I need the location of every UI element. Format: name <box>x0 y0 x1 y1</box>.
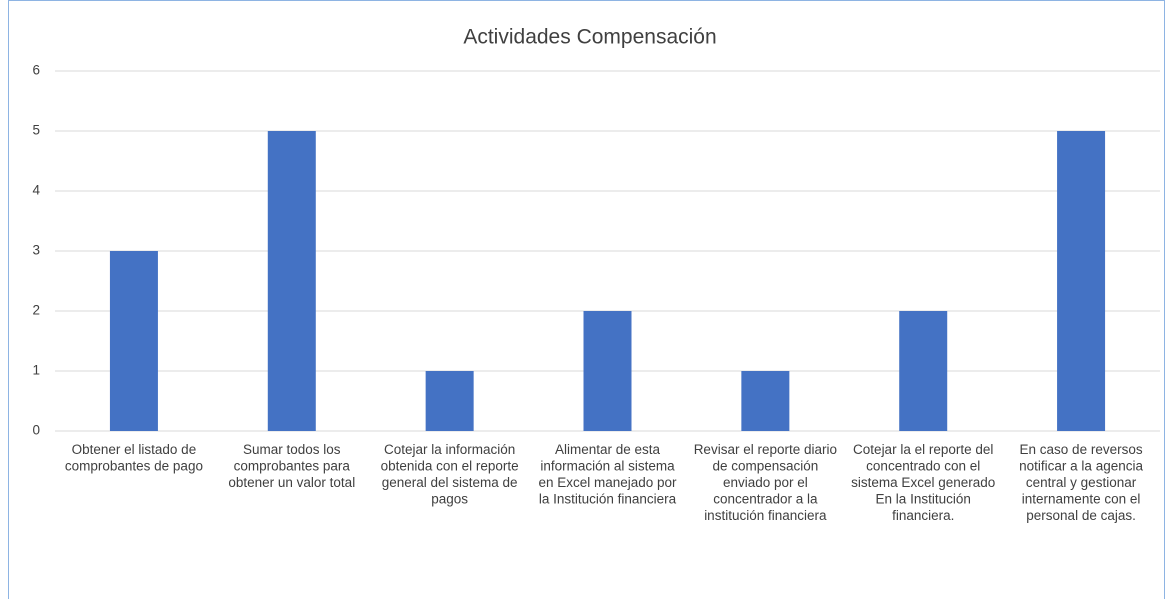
x-tick-label: Sumar todos los comprobantes para obtener … <box>228 442 355 490</box>
y-tick-label: 4 <box>32 183 40 198</box>
bar <box>899 311 948 431</box>
bar <box>1057 131 1106 431</box>
x-tick-label: Obtener el listado de comprobantes de pag… <box>65 442 203 474</box>
x-tick-label: En caso de reversos notificar a la agenci… <box>1019 442 1143 523</box>
y-tick-label: 3 <box>32 243 40 258</box>
x-tick-label: Revisar el reporte diario de compensación… <box>694 442 837 523</box>
bar <box>109 251 158 431</box>
y-tick-label: 2 <box>32 303 40 318</box>
chart-title: Actividades Compensación <box>463 26 716 49</box>
bar <box>267 131 316 431</box>
bar <box>741 371 790 431</box>
x-tick-label: Cotejar la el reporte del concentrado con… <box>851 442 995 523</box>
y-tick-label: 0 <box>32 423 40 438</box>
y-tick-label: 5 <box>32 123 40 138</box>
y-tick-label: 6 <box>32 63 40 78</box>
chart-border <box>8 0 1165 599</box>
bar <box>583 311 632 431</box>
x-tick-label: Cotejar la información obtenida con el re… <box>381 442 519 507</box>
x-tick-label: Alimentar de esta información al sistema e… <box>538 442 677 507</box>
bar <box>425 371 474 431</box>
y-tick-label: 1 <box>32 363 40 378</box>
